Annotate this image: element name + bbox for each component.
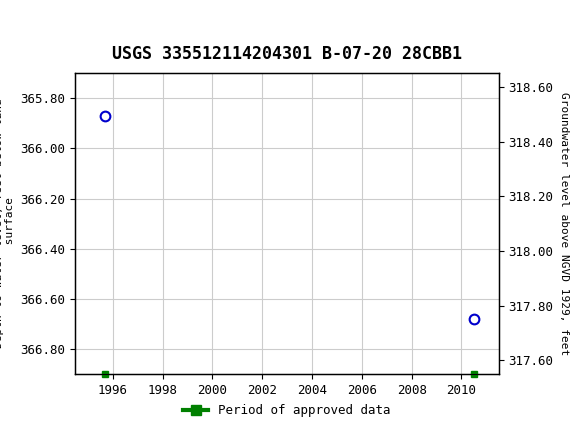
Title: USGS 335512114204301 B-07-20 28CBB1: USGS 335512114204301 B-07-20 28CBB1 (112, 45, 462, 63)
Legend: Period of approved data: Period of approved data (179, 399, 396, 422)
Text: ≡USGS: ≡USGS (12, 16, 78, 36)
Y-axis label: Depth to water level, feet below land
 surface: Depth to water level, feet below land su… (0, 99, 15, 348)
Y-axis label: Groundwater level above NGVD 1929, feet: Groundwater level above NGVD 1929, feet (559, 92, 569, 355)
